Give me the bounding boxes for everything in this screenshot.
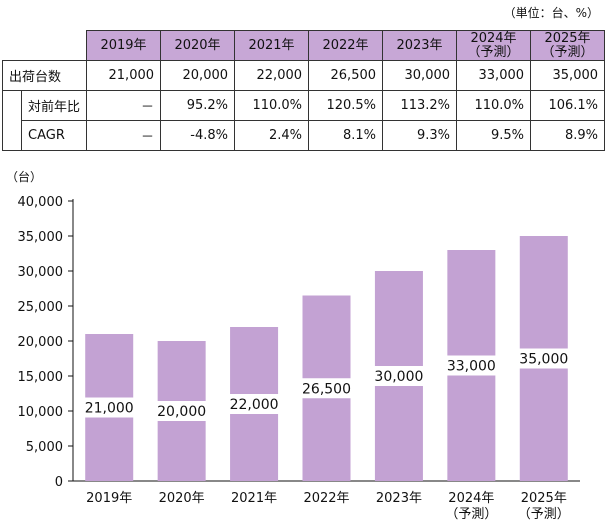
data-label: 35,000 xyxy=(519,352,568,368)
data-label-background xyxy=(513,348,574,369)
row-indent xyxy=(2,120,22,151)
table-row-cagr: CAGR － -4.8% 2.4% 8.1% 9.3% 9.5% 8.9% xyxy=(2,120,606,151)
row-indent xyxy=(2,90,22,121)
table-cell: 9.3% xyxy=(382,120,458,151)
data-label-background xyxy=(224,394,285,414)
row-label: 対前年比 xyxy=(20,90,88,121)
x-tick-note: （予測） xyxy=(445,507,497,522)
data-label: 30,000 xyxy=(374,369,423,385)
data-label-background xyxy=(296,378,357,399)
unit-note: （単位：台、%） xyxy=(503,6,599,20)
y-tick-label: 5,000 xyxy=(26,440,63,455)
y-tick-label: 10,000 xyxy=(18,405,64,420)
table-cell: 2.4% xyxy=(234,120,310,151)
data-table: 2019年 2020年 2021年 2022年 2023年 2024年 （予測） … xyxy=(1,30,606,151)
x-tick-label: 2019年 xyxy=(86,491,132,506)
bar-chart: 0 5,000 10,000 15,000 20,000 25,000 30,000 35,0… xyxy=(18,195,580,522)
table-cell: 95.2% xyxy=(160,90,236,121)
table-cell: 21,000 xyxy=(86,60,162,91)
table-cell: 120.5% xyxy=(308,90,384,121)
table-header-year: 2023年 xyxy=(382,30,458,61)
table-cell: 30,000 xyxy=(382,60,458,91)
y-tick-label: 25,000 xyxy=(18,300,64,315)
y-tick-label: 40,000 xyxy=(18,195,64,210)
y-axis-unit-label: （台） xyxy=(6,170,43,184)
table-header-year: 2019年 xyxy=(86,30,162,61)
table-cell: 35,000 xyxy=(530,60,606,91)
table-cell: 110.0% xyxy=(234,90,310,121)
table-cell: 22,000 xyxy=(234,60,310,91)
table-header-row: 2019年 2020年 2021年 2022年 2023年 2024年 （予測） … xyxy=(2,30,606,61)
row-label: 出荷台数 xyxy=(1,60,88,91)
table-corner xyxy=(2,30,88,61)
table-cell: 9.5% xyxy=(456,120,532,151)
x-tick-label: 2021年 xyxy=(231,491,277,506)
data-label: 26,500 xyxy=(302,381,351,397)
data-label: 33,000 xyxy=(447,359,496,375)
data-label-background xyxy=(79,397,140,418)
table-cell: 113.2% xyxy=(382,90,458,121)
table-cell: － xyxy=(86,120,162,151)
y-tick-label: 30,000 xyxy=(18,265,64,280)
x-tick-label: 2022年 xyxy=(303,491,349,506)
y-tick-label: 35,000 xyxy=(18,230,64,245)
data-label: 20,000 xyxy=(157,404,206,420)
data-label: 22,000 xyxy=(230,397,279,413)
table-cell: -4.8% xyxy=(160,120,236,151)
data-label-background xyxy=(151,401,212,421)
row-label: CAGR xyxy=(20,120,88,151)
x-tick-label: 2024年 xyxy=(448,491,494,506)
table-row-shipments: 出荷台数 21,000 20,000 22,000 26,500 30,000 … xyxy=(1,60,606,91)
table-header-year: 2024年 （予測） xyxy=(456,30,532,61)
y-tick-label: 0 xyxy=(55,475,63,490)
table-cell: 33,000 xyxy=(456,60,532,91)
table-header-year: 2025年 （予測） xyxy=(530,30,606,61)
x-tick-label: 2020年 xyxy=(159,491,205,506)
table-cell: 110.0% xyxy=(456,90,532,121)
x-tick-note: （予測） xyxy=(518,507,570,522)
table-cell: 26,500 xyxy=(308,60,384,91)
table-cell: 8.1% xyxy=(308,120,384,151)
table-cell: 106.1% xyxy=(530,90,606,121)
table-cell: － xyxy=(86,90,162,121)
x-tick-label: 2025年 xyxy=(521,491,567,506)
table-row-yoy: 対前年比 － 95.2% 110.0% 120.5% 113.2% 110.0%… xyxy=(2,90,606,121)
table-header-year: 2021年 xyxy=(234,30,310,61)
table-header-year: 2020年 xyxy=(160,30,236,61)
data-label-background xyxy=(441,355,502,376)
x-tick-label: 2023年 xyxy=(376,491,422,506)
table-cell: 20,000 xyxy=(160,60,236,91)
data-label: 21,000 xyxy=(85,401,134,417)
table-cell: 8.9% xyxy=(530,120,606,151)
data-label-background xyxy=(368,366,429,386)
y-tick-label: 20,000 xyxy=(18,335,64,350)
table-header-year: 2022年 xyxy=(308,30,384,61)
y-tick-label: 15,000 xyxy=(18,370,64,385)
